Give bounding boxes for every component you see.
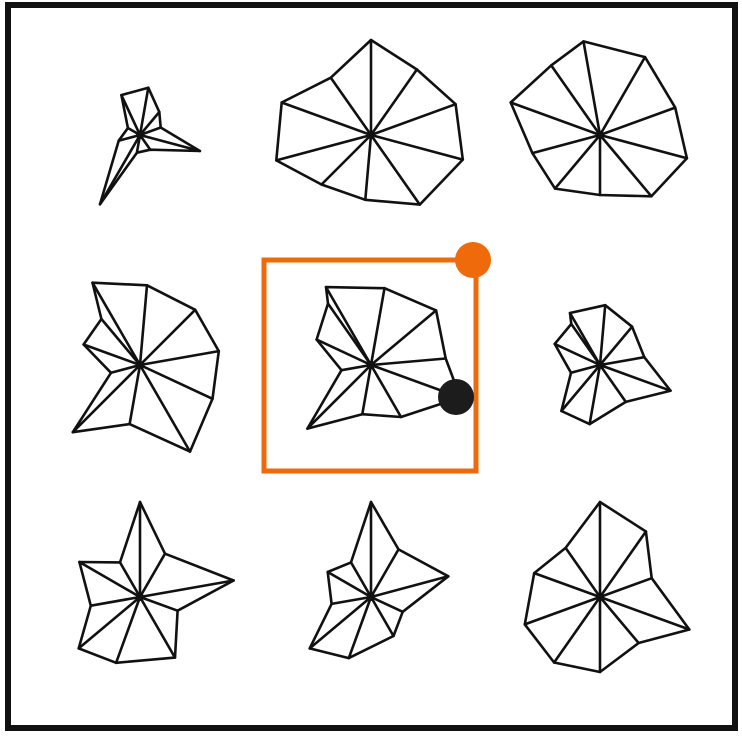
figure-cell[interactable] — [261, 255, 481, 475]
figure-cell[interactable] — [30, 25, 250, 245]
figure-hub — [367, 593, 375, 601]
orange-marker[interactable] — [455, 242, 491, 278]
figure-hub — [136, 131, 144, 139]
figure-cell[interactable] — [490, 255, 710, 475]
figure-cell[interactable] — [261, 487, 481, 707]
figure-cell[interactable] — [490, 25, 710, 245]
figure-hub — [596, 361, 604, 369]
figure-hub — [367, 131, 375, 139]
figure-hub — [136, 361, 144, 369]
figure-cell[interactable] — [261, 25, 481, 245]
figure-hub — [367, 361, 375, 369]
figure-hub — [596, 131, 604, 139]
figure-grid — [30, 25, 710, 707]
black-marker[interactable] — [438, 379, 474, 415]
figure-hub — [136, 593, 144, 601]
figure-cell[interactable] — [30, 487, 250, 707]
figure-hub — [596, 593, 604, 601]
figure-cell[interactable] — [490, 487, 710, 707]
figure-cell[interactable] — [30, 255, 250, 475]
